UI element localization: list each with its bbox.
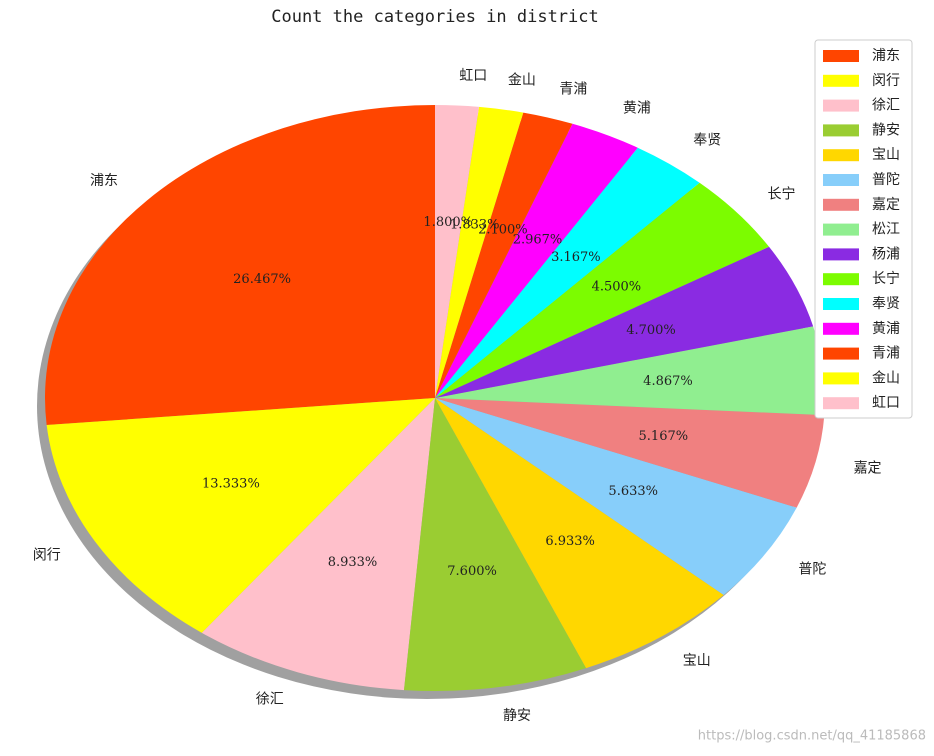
pie-slice xyxy=(435,398,797,595)
legend-swatch xyxy=(823,50,859,62)
slice-label: 徐汇 xyxy=(256,692,284,708)
slice-label: 闵行 xyxy=(33,548,61,564)
pie-slice xyxy=(403,398,587,692)
legend-swatch xyxy=(823,273,859,286)
watermark: https://blog.csdn.net/qq_41185868 xyxy=(698,729,926,744)
value-label: 13.333% xyxy=(202,476,260,491)
slice-label: 嘉定 xyxy=(854,461,882,477)
legend-label: 宝山 xyxy=(872,147,900,163)
slice-label: 静安 xyxy=(503,708,531,724)
pie-slice xyxy=(435,105,480,398)
pie-slice xyxy=(435,246,814,398)
legend-label: 松江 xyxy=(872,222,900,238)
legend-label: 浦东 xyxy=(872,48,900,64)
pie-slice xyxy=(46,398,435,633)
value-label: 5.167% xyxy=(639,429,689,444)
value-label: 2.967% xyxy=(513,232,563,247)
pie-slice xyxy=(435,182,770,398)
slice-label: 虹口 xyxy=(459,68,487,84)
pie-slice xyxy=(435,147,700,398)
value-label: 4.500% xyxy=(592,279,642,294)
value-label: 5.633% xyxy=(608,484,658,499)
value-label: 8.933% xyxy=(328,555,378,570)
pie-slice xyxy=(435,398,724,669)
legend-label: 金山 xyxy=(872,370,900,386)
legend-label: 静安 xyxy=(872,122,900,138)
legend-label: 长宁 xyxy=(872,270,900,287)
value-label: 1.833% xyxy=(450,217,500,232)
legend-swatch xyxy=(823,248,859,261)
legend-label: 虹口 xyxy=(872,395,900,411)
pie-slice xyxy=(435,123,638,398)
value-label: 26.467% xyxy=(233,272,291,287)
legend-swatch xyxy=(823,74,859,87)
legend-label: 杨浦 xyxy=(872,246,900,262)
legend-label: 闵行 xyxy=(872,73,900,89)
legend-label: 徐汇 xyxy=(872,98,900,114)
legend-label: 奉贤 xyxy=(872,296,900,312)
chart-title: Count the categories in district xyxy=(271,7,599,27)
legend-swatch xyxy=(823,174,859,186)
slice-label: 奉贤 xyxy=(693,133,721,149)
value-label: 2.100% xyxy=(478,222,528,237)
pie-slice xyxy=(44,105,435,425)
legend-swatch xyxy=(823,223,859,236)
legend-swatch xyxy=(823,372,859,385)
legend-swatch xyxy=(823,298,859,310)
pie-slice xyxy=(201,398,435,691)
legend-swatch xyxy=(823,347,859,360)
slice-label: 黄浦 xyxy=(623,99,651,116)
value-label: 4.700% xyxy=(626,323,676,338)
legend-label: 嘉定 xyxy=(872,197,900,213)
value-label: 6.933% xyxy=(545,534,595,549)
slice-label: 金山 xyxy=(508,72,536,88)
pie-slice xyxy=(435,106,524,398)
legend-label: 青浦 xyxy=(872,346,900,362)
pie-slice xyxy=(435,398,825,508)
value-label: 7.600% xyxy=(447,564,497,579)
pie-slice xyxy=(435,326,825,416)
slice-label: 宝山 xyxy=(683,653,711,669)
value-label: 4.867% xyxy=(643,374,693,389)
legend-swatch xyxy=(823,397,859,410)
legend-swatch xyxy=(823,99,859,112)
legend-swatch xyxy=(823,198,859,211)
legend-swatch xyxy=(823,322,859,335)
slice-label: 长宁 xyxy=(768,185,796,202)
legend-label: 普陀 xyxy=(872,172,900,188)
slice-label: 青浦 xyxy=(559,82,587,98)
legend-label: 黄浦 xyxy=(872,320,900,337)
slice-label: 普陀 xyxy=(798,561,826,577)
value-label: 1.800% xyxy=(423,215,473,230)
slice-label: 浦东 xyxy=(90,173,118,189)
value-label: 3.167% xyxy=(551,250,601,265)
legend-swatch xyxy=(823,124,859,137)
legend-swatch xyxy=(823,149,859,162)
pie-slice xyxy=(435,112,573,398)
